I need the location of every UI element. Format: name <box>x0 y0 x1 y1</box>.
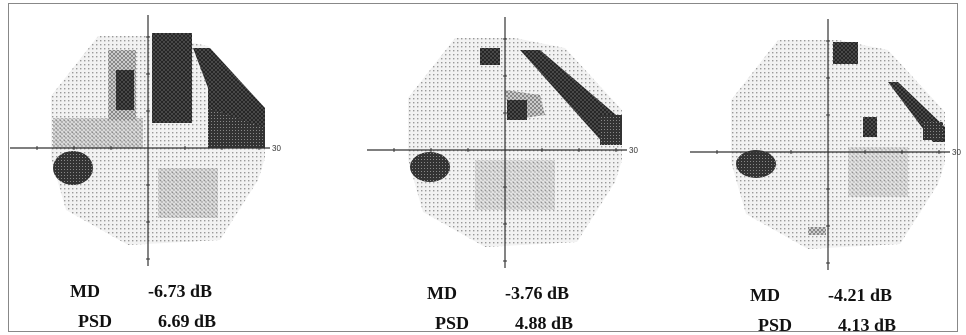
md-value: -4.21 dB <box>828 285 892 305</box>
field-plot <box>408 38 622 247</box>
md-label: MD <box>750 285 780 305</box>
axis-label: 30 <box>952 148 961 157</box>
psd-value: 4.13 dB <box>838 315 896 335</box>
psd-value: 4.88 dB <box>515 313 573 333</box>
md-value: -6.73 dB <box>148 281 212 301</box>
psd-value: 6.69 dB <box>158 311 216 331</box>
md-label: MD <box>427 283 457 303</box>
field-plot <box>51 33 265 245</box>
md-value: -3.76 dB <box>505 283 569 303</box>
frame <box>8 3 958 332</box>
psd-label: PSD <box>435 313 469 333</box>
axis-label: 30 <box>629 146 638 155</box>
psd-label: PSD <box>758 315 792 335</box>
axis-label: 30 <box>272 144 281 153</box>
psd-label: PSD <box>78 311 112 331</box>
field-plot <box>731 40 945 249</box>
md-label: MD <box>70 281 100 301</box>
